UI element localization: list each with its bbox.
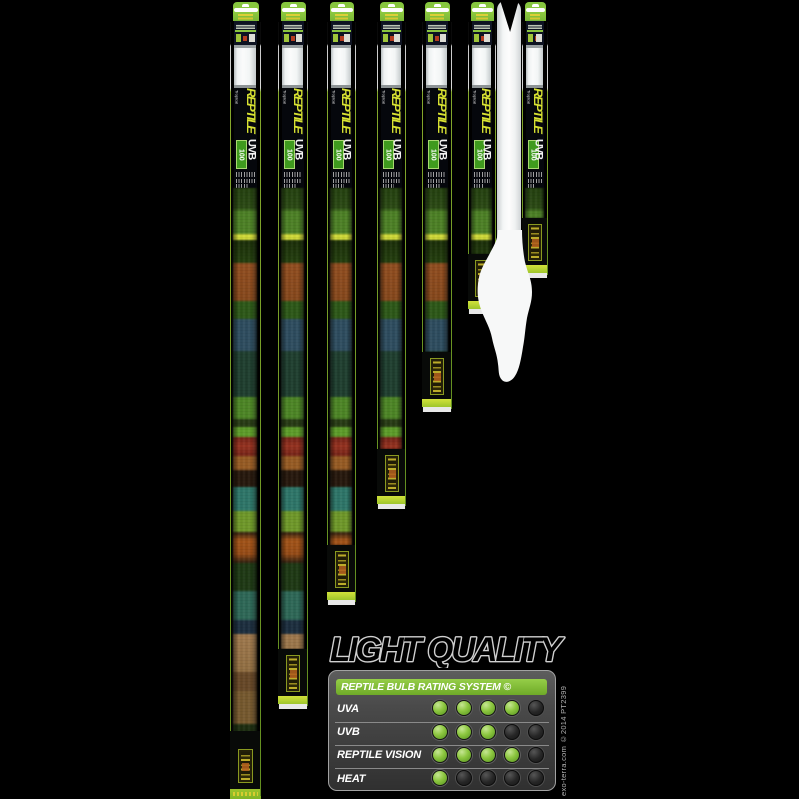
svg-text:LIGHT QUALITY: LIGHT QUALITY <box>330 632 564 668</box>
